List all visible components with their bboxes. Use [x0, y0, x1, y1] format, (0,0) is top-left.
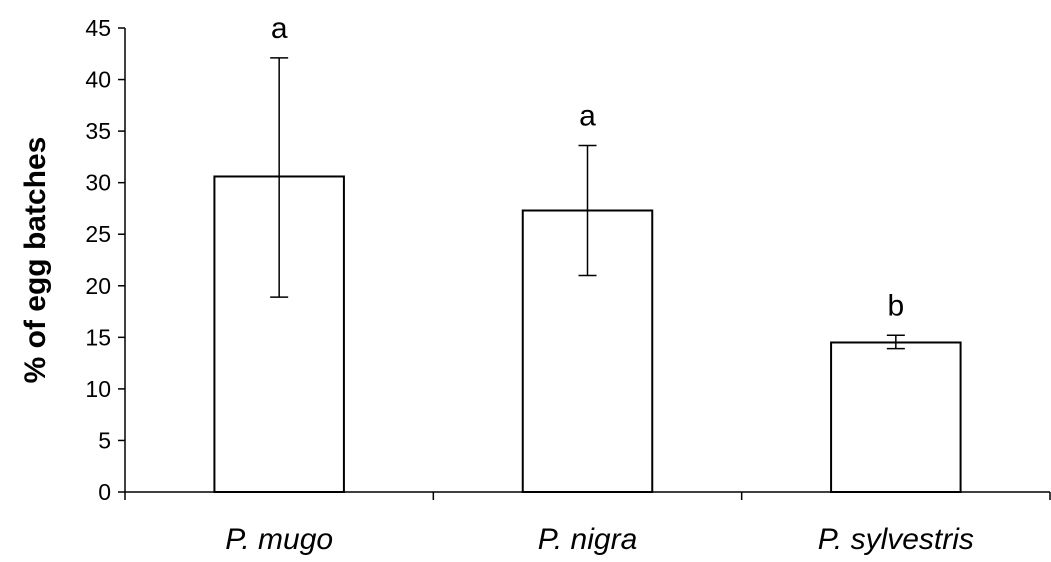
x-category-label-3: P. sylvestris [818, 523, 974, 556]
y-tick-label: 45 [85, 15, 111, 41]
significance-label-1: a [271, 12, 288, 45]
labels: a P. mugo a P. nigra b P. sylvestris [225, 12, 974, 556]
y-tick-label: 25 [85, 221, 111, 247]
y-tick-label: 40 [85, 67, 111, 93]
significance-label-2: a [579, 100, 596, 133]
y-tick-label: 15 [85, 324, 111, 350]
y-tick-label: 35 [85, 118, 111, 144]
y-tick-label: 0 [98, 479, 111, 505]
y-tick-label: 5 [98, 427, 111, 453]
axes: 0 5 10 15 20 25 30 35 40 45 [85, 15, 1051, 505]
y-tick-label: 10 [85, 376, 111, 402]
significance-label-3: b [887, 289, 904, 322]
x-category-label-2: P. nigra [538, 523, 638, 556]
bars [213, 57, 962, 494]
y-tick-label: 20 [85, 273, 111, 299]
y-axis-label: % of egg batches [19, 137, 52, 384]
bar-3 [830, 341, 962, 493]
x-category-label-1: P. mugo [225, 523, 333, 556]
y-tick-label: 30 [85, 170, 111, 196]
